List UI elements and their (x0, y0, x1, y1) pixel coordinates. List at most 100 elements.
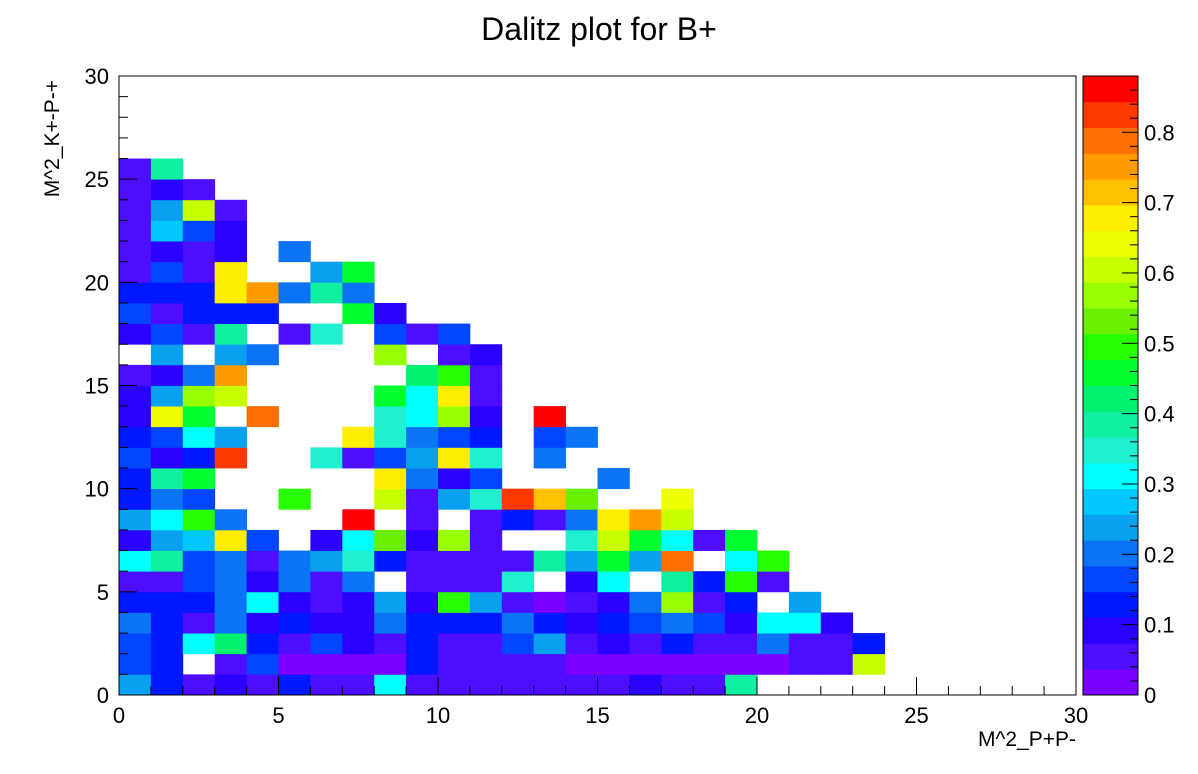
colorbar-tick-label: 0.6 (1144, 261, 1175, 286)
heatmap-cell (597, 571, 630, 593)
heatmap-cell (342, 550, 375, 572)
heatmap-cell (246, 674, 279, 696)
colorbar-tick-label: 0.4 (1144, 402, 1175, 427)
heatmap-cell (438, 529, 471, 551)
x-axis-title: M^2_P+P- (978, 728, 1076, 751)
heatmap-cell (565, 529, 598, 551)
heatmap-cell (693, 674, 726, 696)
heatmap-cell (214, 261, 247, 283)
heatmap-cell (406, 591, 439, 613)
heatmap-cell (278, 488, 311, 510)
heatmap-cell (342, 571, 375, 593)
heatmap-cell (597, 633, 630, 655)
heatmap-cell (501, 653, 535, 675)
heatmap-cell (469, 468, 503, 490)
heatmap-cell (246, 653, 279, 675)
heatmap-cell (852, 653, 885, 675)
heatmap-cell (406, 364, 439, 386)
heatmap-cell (533, 426, 566, 448)
heatmap-cell (342, 282, 375, 304)
heatmap-cell (214, 323, 247, 345)
heatmap-cell (565, 426, 598, 448)
colorbar-segment (1083, 76, 1138, 103)
heatmap-cell (501, 612, 535, 634)
heatmap-cell (150, 302, 184, 324)
heatmap-cell (406, 571, 439, 593)
heatmap-cell (310, 653, 343, 675)
colorbar-segment (1083, 308, 1138, 335)
heatmap-cell (565, 653, 598, 675)
heatmap-cell (629, 612, 662, 634)
heatmap-cell (438, 633, 471, 655)
heatmap-cell (150, 591, 184, 613)
heatmap-cell (597, 529, 630, 551)
heatmap-cell (119, 509, 152, 531)
heatmap-cell (150, 385, 184, 407)
heatmap-cell (788, 591, 822, 613)
heatmap-cell (310, 571, 343, 593)
heatmap-cell (597, 591, 630, 613)
heatmap-cell (214, 571, 247, 593)
heatmap-cell (374, 323, 407, 345)
heatmap-cell (214, 633, 247, 655)
heatmap-cell (246, 591, 279, 613)
heatmap-cell (438, 488, 471, 510)
heatmap-cell (788, 612, 822, 634)
heatmap-cell (214, 241, 247, 263)
y-tick-label: 10 (85, 477, 109, 502)
heatmap-cell (629, 509, 662, 531)
heatmap-cell (469, 385, 503, 407)
heatmap-cell (406, 323, 439, 345)
heatmap-cell (533, 612, 566, 634)
heatmap-cell (469, 591, 503, 613)
heatmap-cell (406, 468, 439, 490)
colorbar-tick-label: 0.7 (1144, 191, 1175, 216)
heatmap-cell (469, 406, 503, 428)
heatmap-cell (182, 179, 216, 201)
heatmap-cell (757, 550, 790, 572)
heatmap-cell (214, 364, 247, 386)
colorbar-tick-label: 0 (1144, 683, 1156, 708)
heatmap-cell (533, 591, 566, 613)
heatmap-cell (725, 633, 758, 655)
heatmap-cell (150, 633, 184, 655)
x-tick-label: 10 (426, 703, 450, 728)
heatmap-cell (469, 447, 503, 469)
colorbar-axis: 0 0.1 0.2 0.3 0.4 0.5 0.6 0.7 0.8 (1122, 75, 1175, 708)
heatmap-cell (278, 323, 311, 345)
heatmap-cell (182, 323, 216, 345)
heatmap-cell (342, 302, 375, 324)
heatmap-cell (469, 509, 503, 531)
heatmap-cell (438, 344, 471, 366)
heatmap-cell (374, 426, 407, 448)
heatmap-cell (182, 529, 216, 551)
colorbar (1082, 75, 1139, 696)
heatmap-cell (438, 550, 471, 572)
heatmap-cell (406, 633, 439, 655)
heatmap-cell (342, 633, 375, 655)
colorbar-tick-label: 0.2 (1144, 542, 1175, 567)
heatmap-cell (788, 633, 822, 655)
x-tick-label: 30 (1064, 703, 1088, 728)
heatmap-cell (278, 571, 311, 593)
heatmap-cell (246, 550, 279, 572)
colorbar-tick-label: 0.3 (1144, 472, 1175, 497)
heatmap-cell (597, 468, 630, 490)
heatmap-cell (246, 302, 279, 324)
heatmap-cell (533, 674, 566, 696)
x-tick-label: 20 (745, 703, 769, 728)
heatmap-cell (119, 241, 152, 263)
heatmap-cell (150, 612, 184, 634)
heatmap-cell (661, 550, 694, 572)
heatmap-cell (150, 653, 184, 675)
heatmap-cell (438, 674, 471, 696)
heatmap-cell (246, 406, 279, 428)
heatmap-cell (374, 633, 407, 655)
heatmap-cell (310, 323, 343, 345)
heatmap-cell (374, 468, 407, 490)
colorbar-segment (1083, 437, 1138, 464)
heatmap-cell (278, 550, 311, 572)
heatmap-cell (565, 612, 598, 634)
heatmap-cell (693, 529, 726, 551)
